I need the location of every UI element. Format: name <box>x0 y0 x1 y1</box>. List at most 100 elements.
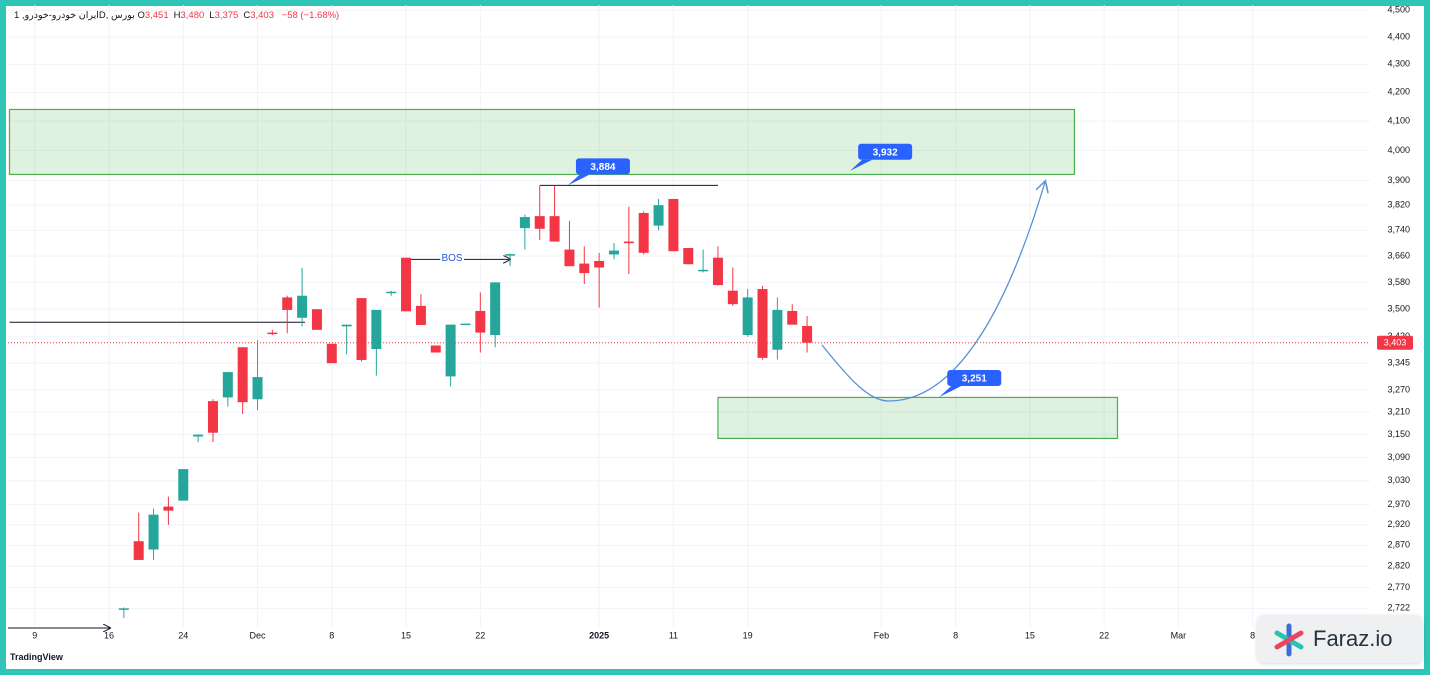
y-tick-label: 3,900 <box>1387 175 1410 185</box>
watermark-badge: Faraz.io <box>1257 615 1423 663</box>
callout-pointer <box>939 386 962 398</box>
candle-body <box>148 514 159 550</box>
y-tick-label: 2,920 <box>1387 519 1410 529</box>
candle-body <box>638 212 649 253</box>
zone <box>8 108 1076 176</box>
candle-body <box>668 198 679 252</box>
candle-body <box>207 401 218 433</box>
y-tick-label: 2,970 <box>1387 499 1410 509</box>
field-value: 3,480 <box>180 10 205 21</box>
last-price-tag <box>1377 335 1413 350</box>
candle-body <box>133 541 144 560</box>
y-tick-label: 2,870 <box>1387 540 1410 550</box>
x-tick-label: 15 <box>401 630 411 640</box>
candle-body <box>653 205 664 226</box>
watermark-text: Faraz.io <box>1313 626 1393 651</box>
candle-body <box>297 295 308 318</box>
field-value: 3,403 <box>250 10 274 21</box>
y-tick-label: 4,100 <box>1387 115 1410 125</box>
field-key: O <box>137 10 145 21</box>
candle-body <box>415 305 426 326</box>
change: −58 (−1.68%) <box>281 10 340 21</box>
field-key: C <box>243 10 251 21</box>
candle-body <box>490 282 501 336</box>
candle-body <box>267 332 278 335</box>
callout-label: 3,932 <box>873 147 898 158</box>
candle-body <box>564 249 575 267</box>
candle-body <box>326 343 337 364</box>
x-tick-label: Feb <box>874 630 890 640</box>
candle-body <box>475 310 486 333</box>
x-tick-label: 19 <box>743 630 753 640</box>
candle-body <box>356 298 367 360</box>
callout-pointer <box>567 174 590 186</box>
callout-box <box>947 370 1002 387</box>
candle-body <box>772 309 783 350</box>
y-tick-label: 3,030 <box>1387 475 1410 485</box>
x-tick-label: 2025 <box>589 630 609 640</box>
candle-body <box>371 309 382 350</box>
y-tick-label: 3,820 <box>1387 200 1410 210</box>
zone <box>717 396 1119 439</box>
candle-body <box>549 216 560 242</box>
x-tick-label: 11 <box>669 630 678 640</box>
candle-body <box>222 372 233 398</box>
logo <box>1274 623 1304 657</box>
y-tick-label: 4,000 <box>1387 145 1410 155</box>
x-tick-label: 15 <box>1025 630 1035 640</box>
y-tick-label: 3,660 <box>1387 250 1410 260</box>
candle-body <box>505 254 516 256</box>
x-tick-label: 8 <box>1250 630 1255 640</box>
candle-body <box>802 326 813 343</box>
callout-box <box>858 143 913 160</box>
x-tick-label: 16 <box>104 630 114 640</box>
field-key: H <box>173 10 181 21</box>
y-tick-label: 2,820 <box>1387 561 1410 571</box>
callout-pointer <box>850 159 873 171</box>
y-tick-label: 3,150 <box>1387 429 1410 439</box>
x-tick-label: 24 <box>178 630 188 640</box>
y-tick-label: 3,270 <box>1387 385 1410 395</box>
candle-body <box>282 297 293 310</box>
y-tick-label: 4,300 <box>1387 59 1410 69</box>
candle-body <box>341 324 352 327</box>
candle-body <box>683 247 694 265</box>
candle-body <box>237 347 248 403</box>
candle-body <box>311 309 322 330</box>
candle-body <box>608 250 619 255</box>
candle-body <box>787 310 798 325</box>
candle-body <box>594 260 605 268</box>
candle-body <box>534 216 545 229</box>
field-value: 3,451 <box>144 10 169 21</box>
y-tick-label: 3,210 <box>1387 407 1410 417</box>
callout-label: 3,251 <box>962 374 987 385</box>
legend-header: ایران خودرو-خودرو, 1D, بورس O3,451 H3,480… <box>14 10 344 21</box>
candle-body <box>386 291 397 294</box>
candle-body <box>757 289 768 358</box>
y-tick-label: 3,345 <box>1387 358 1410 368</box>
y-tick-label: 2,770 <box>1387 582 1410 592</box>
candle-body <box>445 324 456 377</box>
x-tick-label: Dec <box>250 630 267 640</box>
x-tick-label: 22 <box>475 630 485 640</box>
y-tick-label: 3,580 <box>1387 277 1410 287</box>
candle-body <box>430 345 441 353</box>
x-tick-label: Mar <box>1171 630 1187 640</box>
candle-body <box>519 217 530 229</box>
candle-body <box>742 297 753 336</box>
candle-body <box>193 434 204 437</box>
candle-body <box>727 290 738 305</box>
candle-body <box>252 377 263 400</box>
last-price-label: 3,403 <box>1384 338 1407 348</box>
y-tick-label: 4,200 <box>1387 87 1410 97</box>
y-tick-label: 3,500 <box>1387 304 1410 314</box>
x-tick-label: 22 <box>1099 630 1109 640</box>
ohlc: O3,451 H3,480 L3,375 C3,403 <box>137 10 279 21</box>
candle-body <box>712 257 723 286</box>
candle-body <box>118 608 129 610</box>
level-label: BOS <box>441 253 462 264</box>
candle-body <box>178 469 189 501</box>
field-value: 3,375 <box>214 10 239 21</box>
